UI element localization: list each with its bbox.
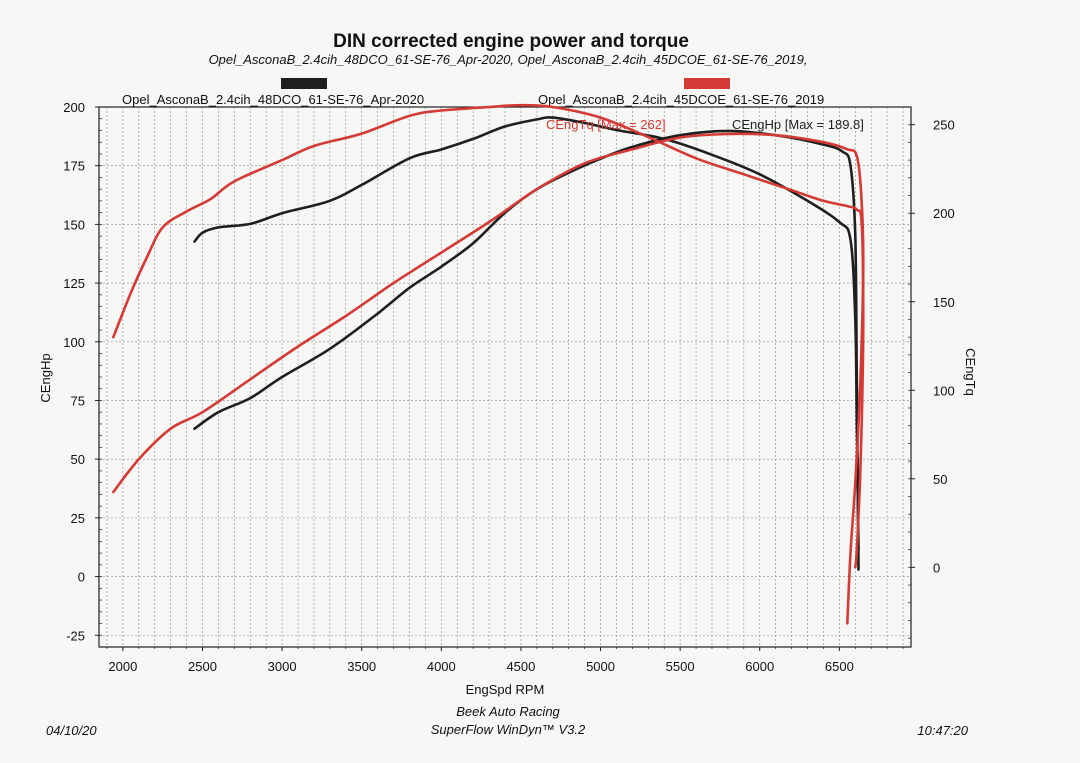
x-tick-label: 4500: [506, 659, 535, 674]
x-tick-label: 2000: [108, 659, 137, 674]
y-tick-label: 100: [63, 335, 85, 350]
x-tick-label: 6500: [825, 659, 854, 674]
series-45dcoe-torque: [112, 103, 865, 569]
series-48dco-torque: [193, 116, 860, 551]
y2-tick-label: 150: [933, 295, 955, 310]
y-tick-label: 200: [63, 100, 85, 115]
legend: Opel_AsconaB_2.4cih_48DCO_61-SE-76_Apr-2…: [122, 78, 824, 107]
y2-tick-label: 250: [933, 118, 955, 133]
legend-label-48dco: Opel_AsconaB_2.4cih_48DCO_61-SE-76_Apr-2…: [122, 92, 424, 107]
y-tick-label: 175: [63, 159, 85, 174]
y2-tick-label: 50: [933, 472, 947, 487]
series-48dco-hp: [193, 129, 860, 571]
footer-company: Beek Auto Racing: [456, 704, 560, 719]
y-axis-label: CEngHp: [38, 353, 53, 402]
x-tick-label: 3000: [268, 659, 297, 674]
x-tick-label: 4000: [427, 659, 456, 674]
grid: [99, 106, 911, 647]
x-tick-label: 6000: [745, 659, 774, 674]
y-tick-label: 0: [78, 570, 85, 585]
tick-labels: 2000 2500 3000 3500 4000 4500 5000 5500 6000 6500…: [63, 100, 954, 674]
footer-time: 10:47:20: [917, 723, 968, 738]
legend-swatch-48dco: [281, 78, 327, 89]
x-tick-label: 5500: [666, 659, 695, 674]
annotation-hp-max: CEngHp [Max = 189.8]: [732, 117, 864, 132]
footer-software: SuperFlow WinDyn™ V3.2: [431, 722, 586, 737]
annotation-torque-max: CEngTq [Max = 262]: [546, 117, 666, 132]
series-45dcoe-hp: [112, 132, 865, 625]
y-tick-label: 125: [63, 276, 85, 291]
x-tick-label: 2500: [188, 659, 217, 674]
y2-tick-label: 200: [933, 206, 955, 221]
y-tick-label: 75: [71, 393, 85, 408]
chart-subtitle: Opel_AsconaB_2.4cih_48DCO_61-SE-76_Apr-2…: [209, 52, 808, 67]
legend-label-45dcoe: Opel_AsconaB_2.4cih_45DCOE_61-SE-76_2019: [538, 92, 824, 107]
y-tick-label: 150: [63, 217, 85, 232]
y-tick-label: 50: [71, 452, 85, 467]
footer-date: 04/10/20: [46, 723, 97, 738]
x-tick-label: 5000: [586, 659, 615, 674]
y2-tick-label: 100: [933, 383, 955, 398]
y2-axis-label: CEngTq: [963, 348, 978, 396]
x-axis-label: EngSpd RPM: [466, 682, 545, 697]
chart-title: DIN corrected engine power and torque: [333, 31, 689, 52]
legend-swatch-45dcoe: [684, 78, 730, 89]
y-tick-label: -25: [66, 628, 85, 643]
y-tick-label: 25: [71, 511, 85, 526]
curves: [112, 103, 865, 625]
y2-tick-label: 0: [933, 560, 940, 575]
x-tick-label: 3500: [347, 659, 376, 674]
